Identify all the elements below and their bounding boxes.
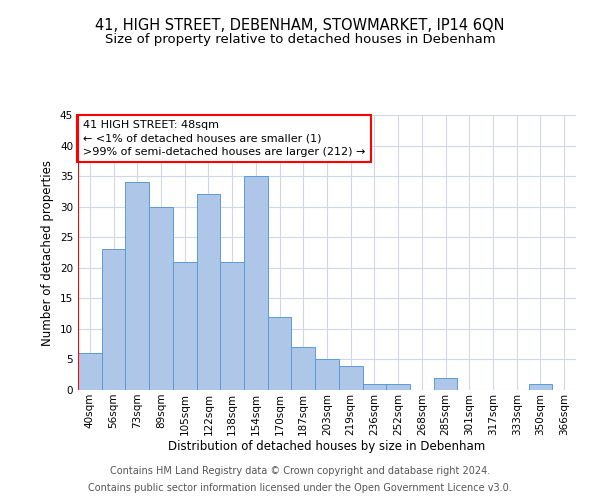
X-axis label: Distribution of detached houses by size in Debenham: Distribution of detached houses by size … — [169, 440, 485, 454]
Text: Contains public sector information licensed under the Open Government Licence v3: Contains public sector information licen… — [88, 483, 512, 493]
Bar — [197, 194, 220, 390]
Text: 41 HIGH STREET: 48sqm
← <1% of detached houses are smaller (1)
>99% of semi-deta: 41 HIGH STREET: 48sqm ← <1% of detached … — [83, 120, 365, 157]
Bar — [244, 176, 268, 390]
Bar — [78, 354, 102, 390]
Bar — [362, 384, 386, 390]
Bar — [292, 347, 315, 390]
Bar — [125, 182, 149, 390]
Bar — [386, 384, 410, 390]
Bar — [149, 206, 173, 390]
Text: Contains HM Land Registry data © Crown copyright and database right 2024.: Contains HM Land Registry data © Crown c… — [110, 466, 490, 476]
Bar — [173, 262, 197, 390]
Bar — [315, 360, 339, 390]
Bar — [220, 262, 244, 390]
Bar — [268, 316, 292, 390]
Y-axis label: Number of detached properties: Number of detached properties — [41, 160, 55, 346]
Text: Size of property relative to detached houses in Debenham: Size of property relative to detached ho… — [104, 32, 496, 46]
Bar — [434, 378, 457, 390]
Bar — [339, 366, 362, 390]
Bar — [529, 384, 552, 390]
Text: 41, HIGH STREET, DEBENHAM, STOWMARKET, IP14 6QN: 41, HIGH STREET, DEBENHAM, STOWMARKET, I… — [95, 18, 505, 32]
Bar — [102, 250, 125, 390]
